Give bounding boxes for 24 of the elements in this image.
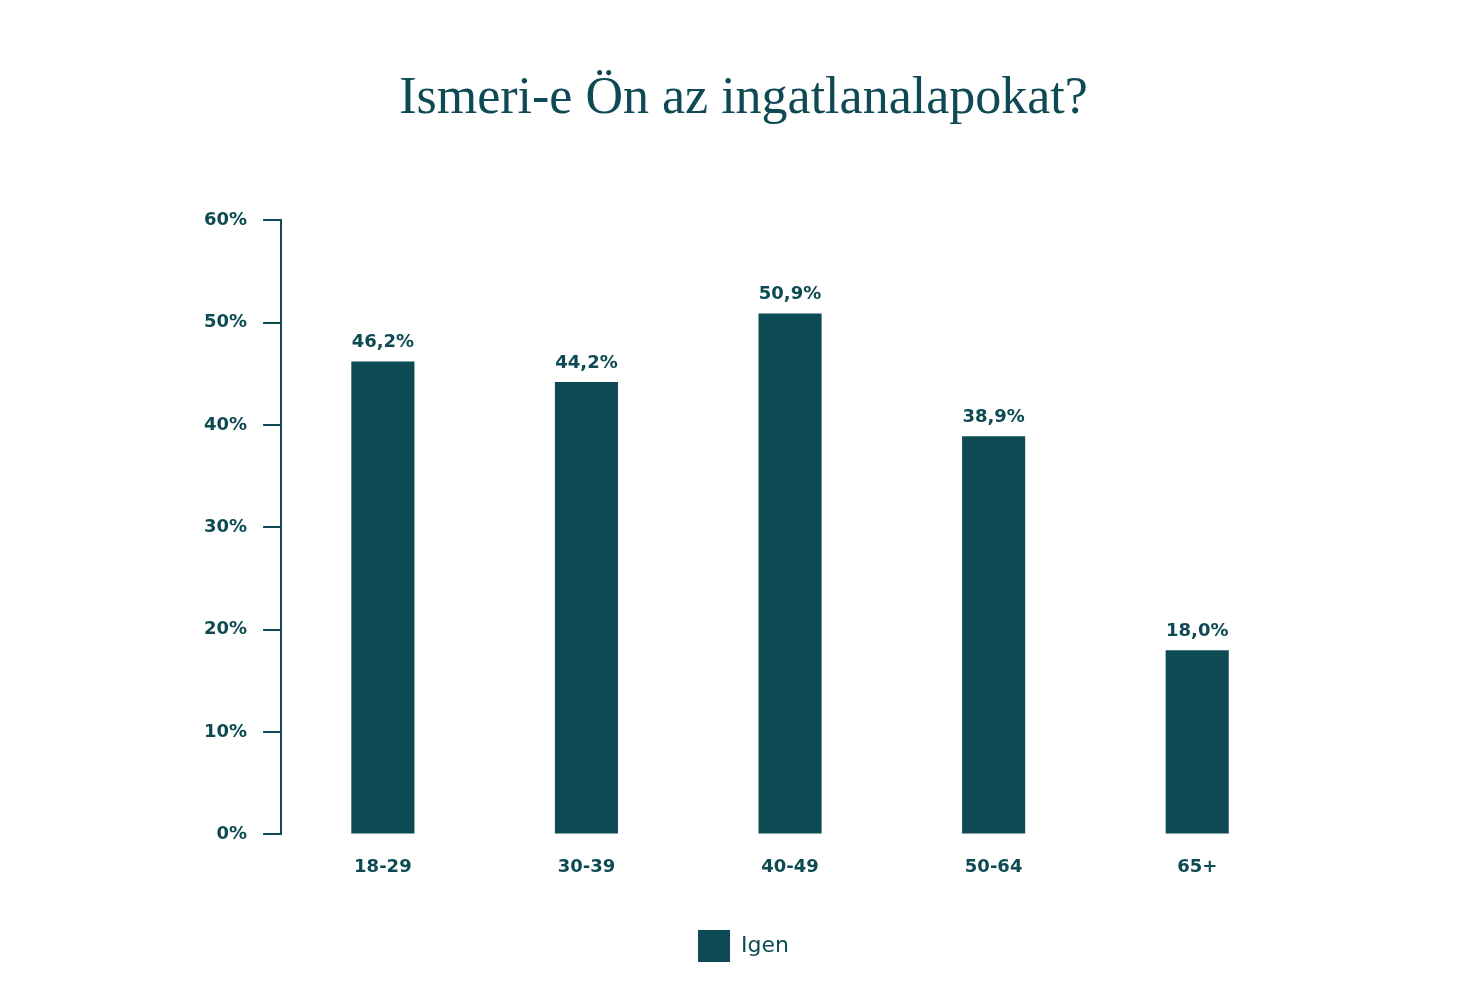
- y-tick-label: 40%: [203, 412, 248, 434]
- x-tick-label: 65+: [1177, 854, 1218, 876]
- y-tick-label: 30%: [203, 515, 248, 537]
- bar: [1165, 650, 1229, 834]
- data-label: 50,9%: [758, 282, 822, 304]
- bar: [351, 361, 415, 834]
- y-tick-label: 20%: [203, 617, 248, 639]
- data-label: 46,2%: [351, 330, 415, 352]
- x-tick-label: 18-29: [354, 854, 412, 876]
- legend-label: Igen: [741, 931, 789, 957]
- x-tick-label: 50-64: [964, 854, 1023, 876]
- data-label: 38,9%: [962, 405, 1025, 426]
- x-tick-label: 40-49: [761, 854, 819, 876]
- chart-title: Ismeri-e Ön az ingatlanalapokat?: [399, 66, 1088, 124]
- data-label: 18,0%: [1165, 618, 1229, 640]
- y-tick-label: 60%: [203, 208, 248, 230]
- y-tick-label: 10%: [203, 719, 248, 741]
- bar: [758, 313, 822, 834]
- bar: [554, 382, 619, 834]
- data-label: 44,2%: [555, 350, 618, 372]
- y-tick-label: 0%: [216, 822, 248, 844]
- y-tick-label: 50%: [203, 310, 248, 332]
- x-tick-label: 30-39: [557, 854, 616, 876]
- bar: [962, 436, 1026, 834]
